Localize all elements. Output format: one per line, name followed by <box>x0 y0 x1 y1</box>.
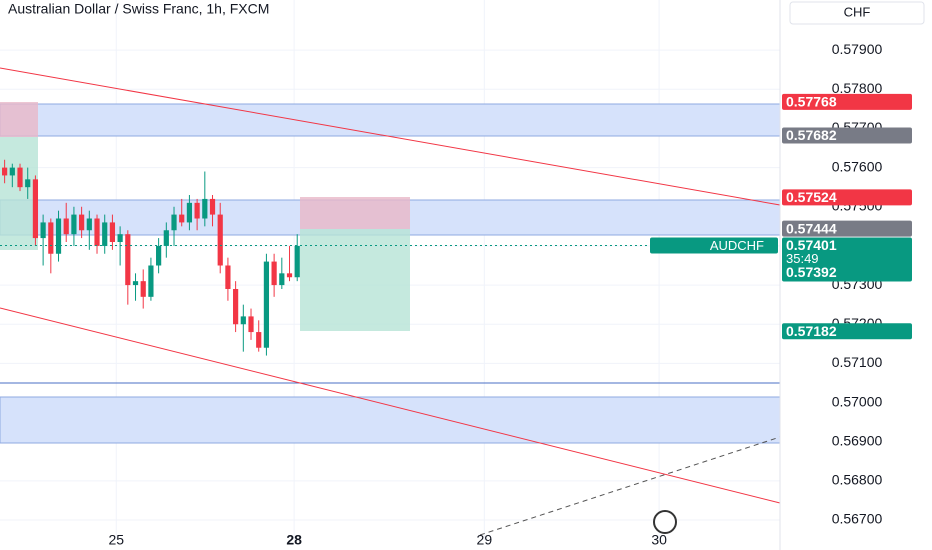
y-tick-label: 0.56900 <box>832 432 883 448</box>
candle-body <box>225 265 231 289</box>
candle-body <box>286 273 293 278</box>
x-tick-label: 29 <box>477 532 493 548</box>
y-tick-label: 0.57100 <box>832 354 883 370</box>
bid-price: 0.57392 <box>786 264 837 280</box>
candle-body <box>279 273 285 286</box>
candle-body <box>171 214 177 231</box>
candle-body <box>217 214 223 266</box>
candle-body <box>294 245 300 278</box>
last-price-box <box>782 237 912 282</box>
candle-body <box>55 218 62 254</box>
y-tick-label: 0.57600 <box>832 158 883 174</box>
candle-body <box>86 218 92 231</box>
risk-box <box>0 102 38 137</box>
candle-body <box>71 214 77 235</box>
candle-body <box>186 202 193 223</box>
candle-body <box>25 179 31 188</box>
candle-body <box>9 167 15 176</box>
y-tick-label: 0.56800 <box>832 472 883 488</box>
candle-body <box>209 198 216 215</box>
candle-body <box>140 281 146 297</box>
candle-body <box>17 167 23 188</box>
price-label-box <box>782 127 912 144</box>
price-label-box <box>782 93 912 110</box>
price-label-box <box>782 323 912 340</box>
trend-line <box>0 67 781 206</box>
candle-body <box>79 214 85 231</box>
y-tick-label: 0.57900 <box>832 41 883 57</box>
risk-box <box>300 197 410 229</box>
candle-body <box>256 332 262 348</box>
price-label: 0.57768 <box>786 94 837 110</box>
candle-body <box>40 222 46 239</box>
reward-box <box>300 229 410 331</box>
y-tick-label: 0.57000 <box>832 393 883 409</box>
candle-body <box>94 218 100 246</box>
currency-button[interactable] <box>789 1 925 25</box>
candle-body <box>202 198 208 219</box>
candle-body <box>163 230 169 246</box>
price-label: 0.57682 <box>786 127 837 143</box>
candle-body <box>233 288 239 325</box>
logo-icon[interactable] <box>653 510 677 534</box>
candle-body <box>102 222 108 246</box>
symbol-box <box>650 237 778 254</box>
candle-body <box>179 214 185 223</box>
currency[interactable]: CHF <box>844 4 871 19</box>
candle-body <box>156 245 162 266</box>
candle-body <box>132 281 139 286</box>
price-label: 0.57524 <box>786 189 837 205</box>
candle-body <box>240 316 246 325</box>
symbol: AUDCHF <box>710 238 764 253</box>
x-tick-label: 28 <box>286 532 302 548</box>
candle-body <box>48 222 54 254</box>
reward-box <box>0 137 38 250</box>
y-tick-label: 0.57800 <box>832 80 883 96</box>
candle-body <box>271 261 277 286</box>
candle-body <box>63 218 69 235</box>
price-label: 0.57444 <box>786 220 837 236</box>
price-label-box <box>782 189 912 206</box>
zone <box>0 396 781 444</box>
candle-body <box>248 316 254 333</box>
countdown: 35:49 <box>786 251 819 266</box>
price-label-box <box>782 220 912 237</box>
candle-body <box>148 265 154 297</box>
trend-line <box>479 436 781 536</box>
zone <box>0 103 781 137</box>
candle-body <box>2 167 8 176</box>
candle-body <box>117 234 123 243</box>
price-label: 0.57182 <box>786 323 837 339</box>
candle-body <box>109 222 116 243</box>
x-tick-label: 30 <box>651 532 667 548</box>
candle-body <box>194 202 200 219</box>
x-tick-label: 25 <box>108 532 124 548</box>
candle-body <box>263 261 270 348</box>
y-tick-label: 0.56700 <box>832 511 883 527</box>
candle-body <box>32 179 39 239</box>
candle-body <box>125 234 131 286</box>
last-price: 0.57401 <box>786 237 837 253</box>
trend-line <box>0 307 781 504</box>
chart-title: Australian Dollar / Swiss Franc, 1h, FXC… <box>8 1 269 17</box>
